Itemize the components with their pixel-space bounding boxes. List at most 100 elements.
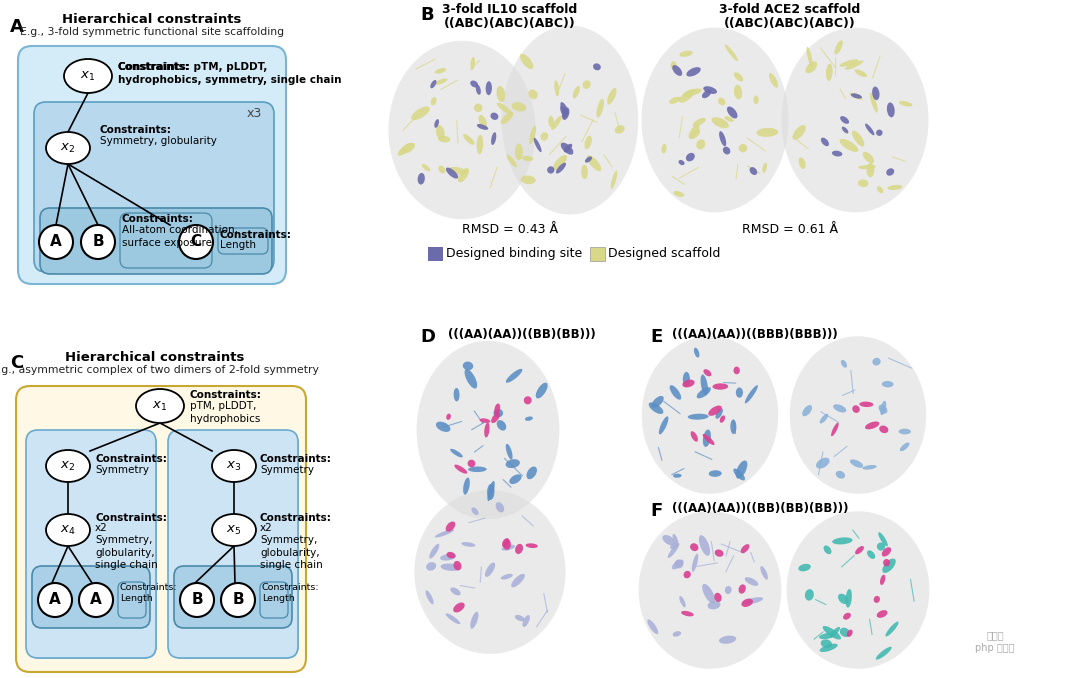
Ellipse shape: [863, 152, 874, 163]
Ellipse shape: [683, 372, 690, 387]
Ellipse shape: [684, 571, 691, 578]
Ellipse shape: [46, 514, 90, 546]
Ellipse shape: [497, 102, 512, 115]
Ellipse shape: [529, 125, 536, 144]
Ellipse shape: [832, 151, 842, 157]
Ellipse shape: [714, 593, 721, 602]
Ellipse shape: [522, 156, 534, 161]
Ellipse shape: [688, 414, 708, 420]
Ellipse shape: [431, 97, 436, 105]
Ellipse shape: [847, 630, 853, 637]
Ellipse shape: [440, 554, 456, 561]
Ellipse shape: [806, 62, 818, 73]
Ellipse shape: [446, 552, 456, 559]
Ellipse shape: [887, 102, 894, 117]
Ellipse shape: [673, 191, 685, 197]
Ellipse shape: [607, 88, 617, 104]
Ellipse shape: [564, 144, 572, 153]
Ellipse shape: [820, 414, 828, 424]
Ellipse shape: [585, 157, 592, 163]
Ellipse shape: [503, 540, 511, 550]
Ellipse shape: [702, 584, 715, 603]
Text: x2
Symmetry,
globularity,
single chain: x2 Symmetry, globularity, single chain: [95, 523, 158, 570]
Ellipse shape: [840, 628, 850, 637]
Ellipse shape: [877, 610, 888, 618]
Ellipse shape: [418, 173, 424, 184]
Ellipse shape: [713, 383, 728, 390]
FancyBboxPatch shape: [28, 432, 156, 658]
Ellipse shape: [689, 124, 700, 139]
Ellipse shape: [540, 132, 549, 141]
FancyBboxPatch shape: [33, 102, 274, 272]
Text: Constraints:: Constraints:: [95, 454, 167, 464]
FancyBboxPatch shape: [40, 108, 272, 270]
Ellipse shape: [502, 538, 510, 548]
Ellipse shape: [727, 106, 738, 119]
Text: Constraints:: Constraints:: [260, 513, 332, 523]
Ellipse shape: [703, 429, 711, 447]
Ellipse shape: [824, 545, 832, 554]
Ellipse shape: [835, 40, 842, 54]
Ellipse shape: [769, 73, 778, 87]
Ellipse shape: [638, 511, 782, 669]
Ellipse shape: [874, 596, 880, 603]
FancyBboxPatch shape: [174, 566, 292, 628]
Ellipse shape: [858, 165, 876, 169]
Ellipse shape: [475, 85, 481, 95]
Ellipse shape: [851, 94, 862, 98]
Ellipse shape: [449, 167, 467, 175]
Ellipse shape: [692, 554, 699, 572]
Ellipse shape: [430, 80, 436, 88]
Ellipse shape: [556, 163, 566, 174]
Ellipse shape: [480, 418, 490, 423]
Text: Constraints:: Constraints:: [260, 454, 332, 464]
Text: $x_1$: $x_1$: [152, 399, 167, 412]
Ellipse shape: [708, 471, 721, 477]
Ellipse shape: [723, 146, 730, 155]
Ellipse shape: [471, 507, 478, 515]
Ellipse shape: [673, 474, 681, 478]
FancyBboxPatch shape: [30, 434, 156, 658]
Ellipse shape: [678, 160, 685, 165]
Ellipse shape: [741, 599, 753, 607]
Ellipse shape: [719, 416, 725, 423]
Ellipse shape: [670, 543, 677, 549]
Ellipse shape: [667, 543, 679, 558]
Ellipse shape: [434, 68, 446, 74]
Ellipse shape: [505, 369, 523, 383]
Ellipse shape: [703, 434, 715, 445]
Ellipse shape: [697, 387, 711, 399]
Ellipse shape: [521, 176, 536, 184]
Ellipse shape: [876, 647, 892, 660]
Ellipse shape: [454, 388, 459, 401]
Ellipse shape: [581, 165, 588, 179]
Ellipse shape: [745, 385, 758, 403]
Ellipse shape: [46, 450, 90, 482]
Ellipse shape: [750, 167, 757, 175]
Ellipse shape: [458, 168, 469, 182]
Ellipse shape: [582, 80, 591, 89]
Ellipse shape: [487, 481, 495, 501]
Bar: [428, 247, 443, 261]
Ellipse shape: [880, 575, 886, 585]
Ellipse shape: [845, 60, 864, 70]
Ellipse shape: [487, 484, 495, 500]
Ellipse shape: [468, 466, 487, 472]
Ellipse shape: [501, 545, 515, 551]
FancyBboxPatch shape: [37, 105, 273, 271]
Ellipse shape: [454, 603, 464, 612]
Ellipse shape: [212, 514, 256, 546]
Text: A: A: [50, 235, 62, 250]
Ellipse shape: [782, 28, 929, 212]
Ellipse shape: [450, 588, 461, 595]
Ellipse shape: [756, 128, 779, 137]
Ellipse shape: [684, 89, 702, 96]
Ellipse shape: [703, 370, 712, 376]
Ellipse shape: [526, 466, 537, 479]
Bar: [590, 247, 605, 261]
Ellipse shape: [438, 136, 450, 142]
Ellipse shape: [417, 341, 559, 519]
Text: x2
Symmetry,
globularity,
single chain: x2 Symmetry, globularity, single chain: [260, 523, 323, 570]
Text: E.g., asymmetric complex of two dimers of 2-fold symmetry: E.g., asymmetric complex of two dimers o…: [0, 365, 319, 375]
Ellipse shape: [843, 613, 851, 620]
